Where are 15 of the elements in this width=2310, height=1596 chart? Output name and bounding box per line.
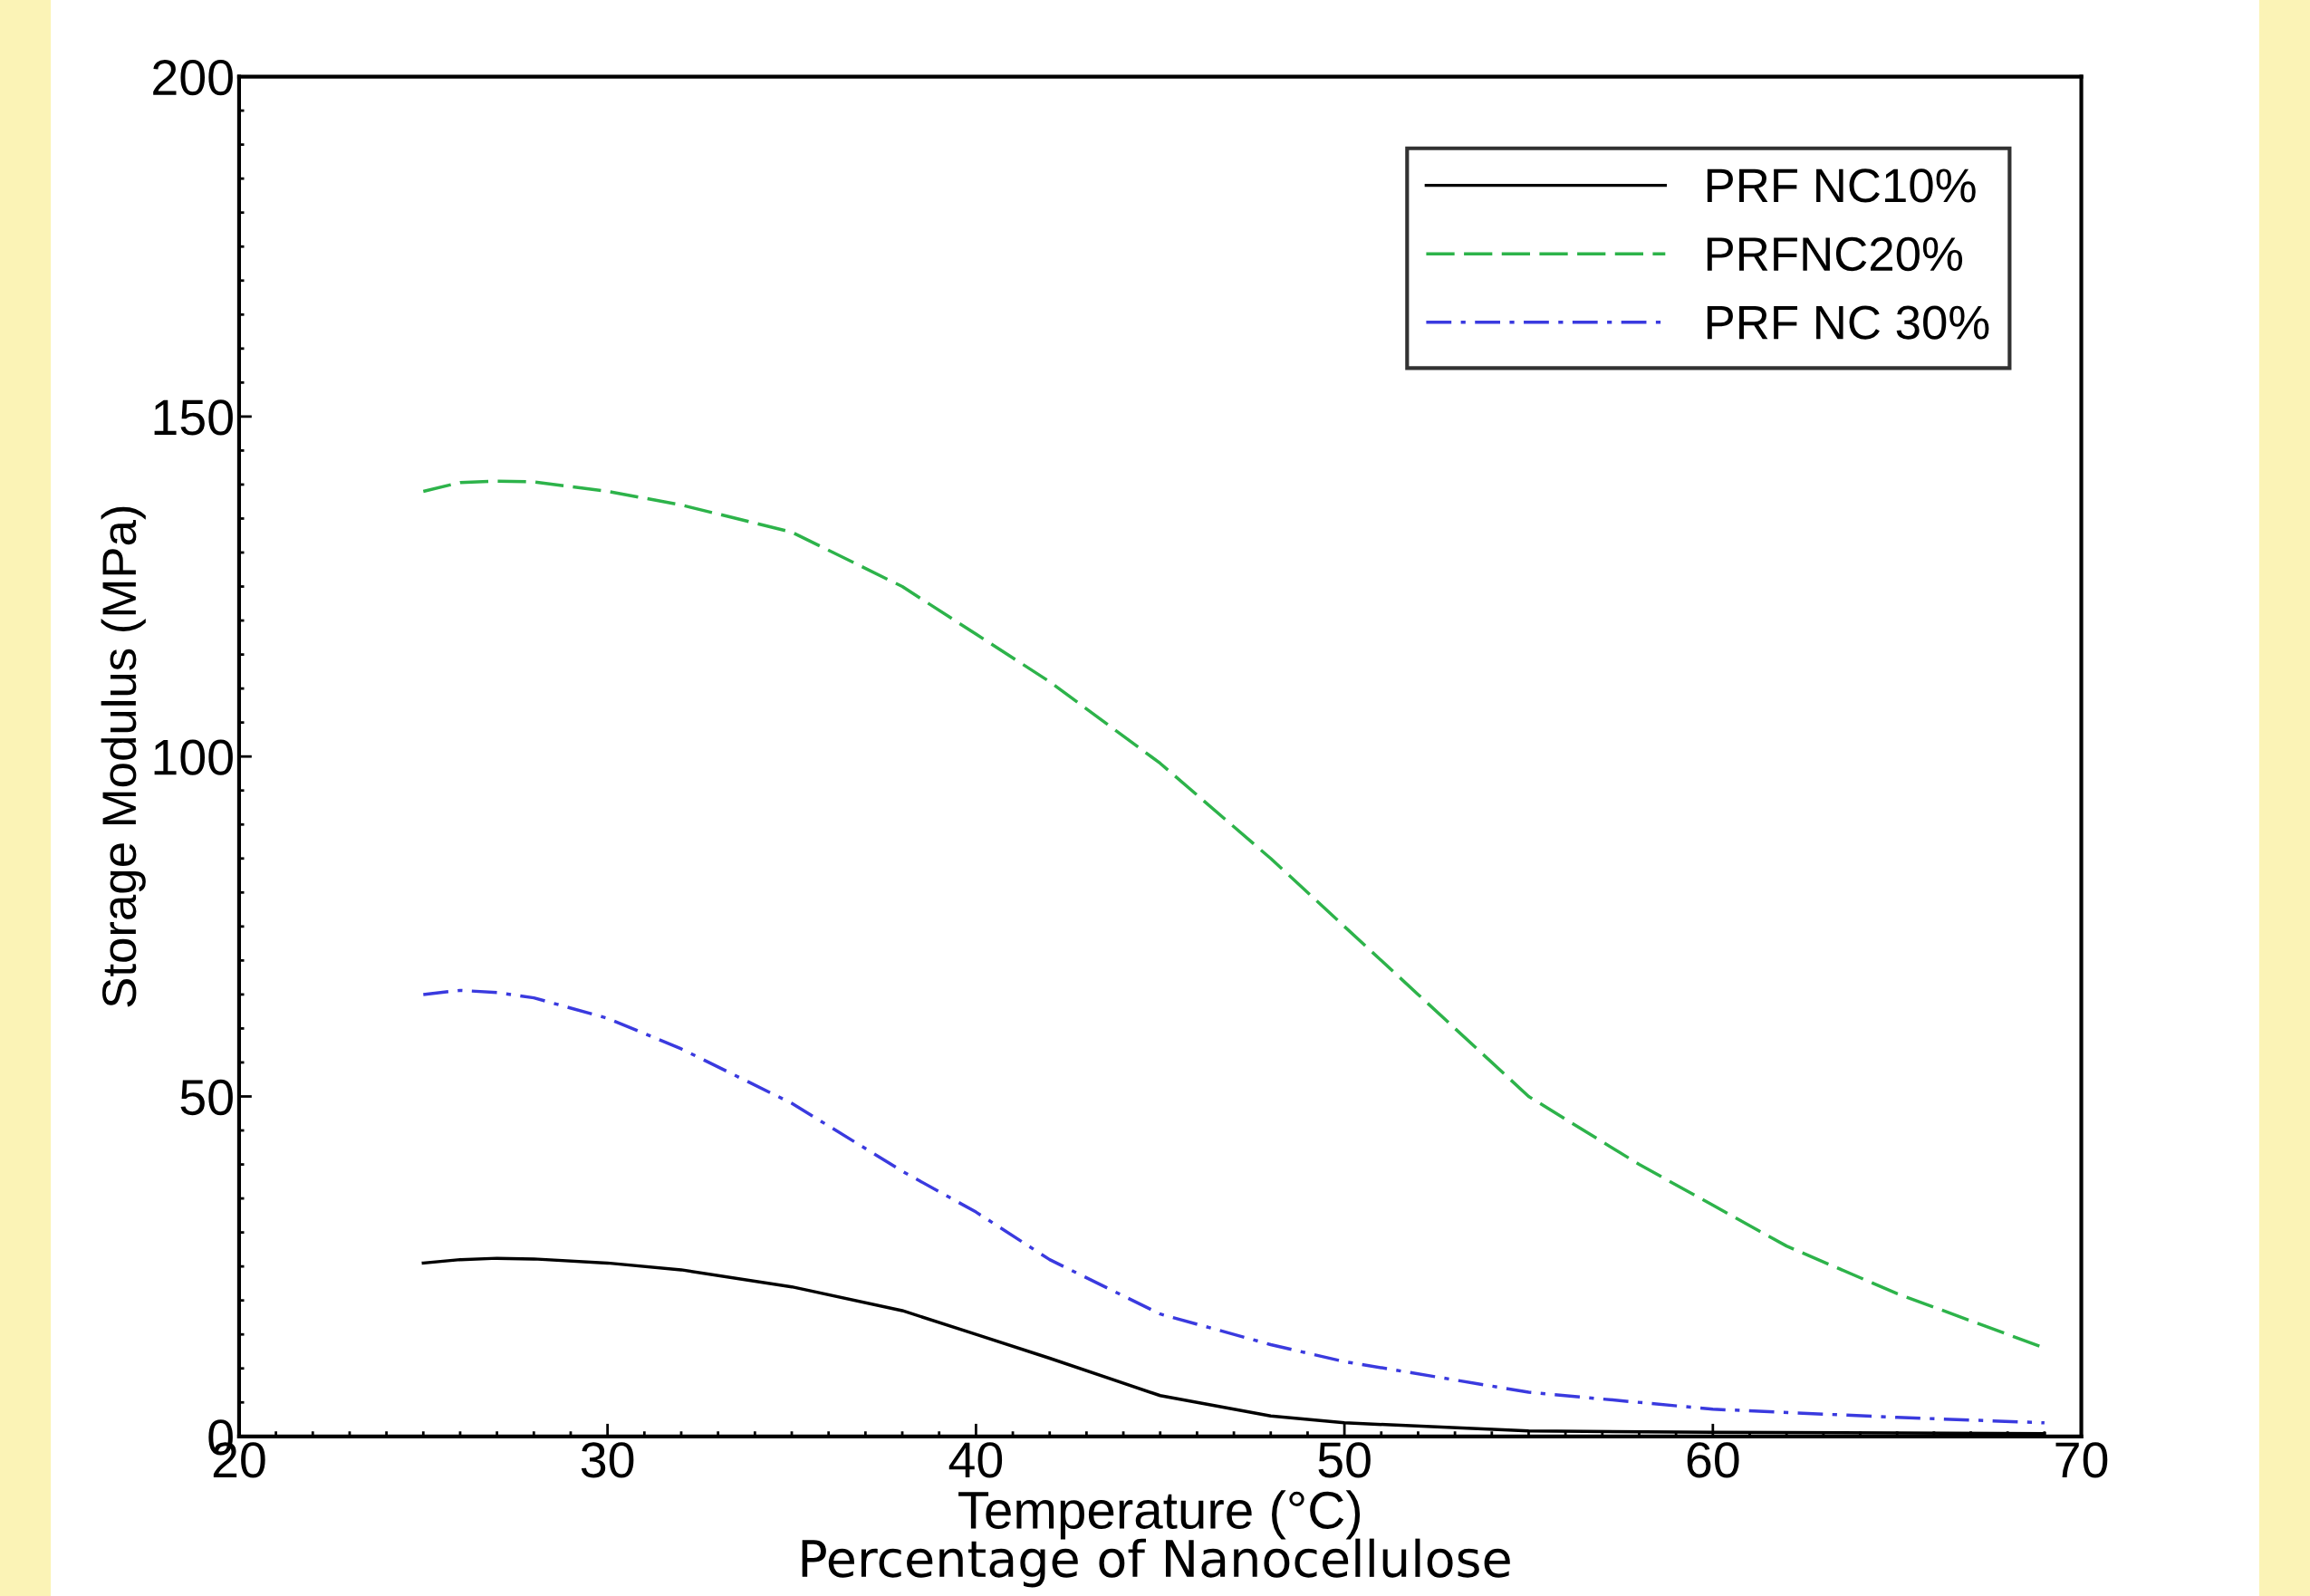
y-tick-label: 150 — [154, 399, 233, 436]
x-axis-title: Temperature (°C) — [958, 1490, 1361, 1540]
x-tick-label: 40 — [948, 1442, 1003, 1478]
line-series — [421, 988, 2046, 1425]
y-axis-title: Storage Modulus (MPa) — [101, 506, 146, 1007]
x-tick-label: 70 — [2055, 1442, 2108, 1478]
legend-label: PRF NC 30% — [1707, 305, 1989, 340]
legend-label: PRF NC10% — [1707, 168, 1976, 203]
x-tick-label: 50 — [1318, 1442, 1371, 1478]
y-tick-label: 200 — [153, 59, 233, 96]
legend-label: PRFNC20% — [1707, 236, 1963, 272]
x-tick-label: 60 — [1687, 1442, 1739, 1478]
y-tick-label: 100 — [154, 739, 233, 775]
y-tick-label: 50 — [180, 1079, 233, 1116]
x-tick-label: 30 — [581, 1442, 634, 1478]
